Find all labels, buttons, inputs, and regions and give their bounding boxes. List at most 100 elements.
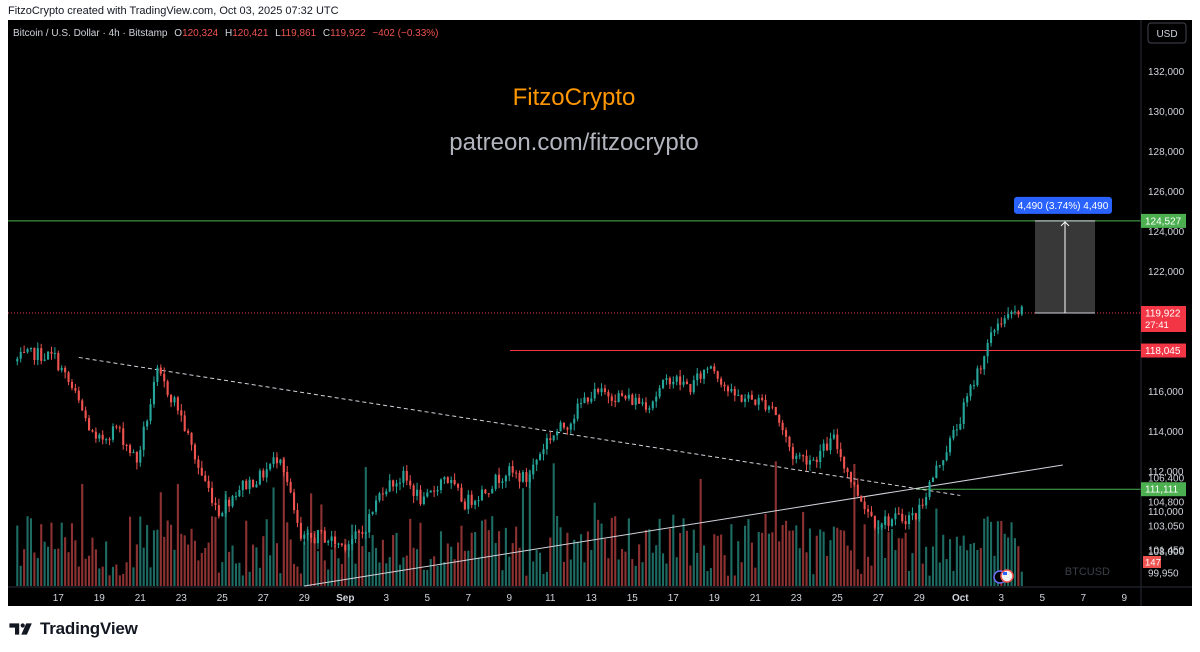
volume-bar — [535, 549, 538, 586]
volume-bar — [549, 537, 552, 586]
volume-bar — [781, 524, 784, 586]
volume-bar — [955, 536, 958, 586]
volume-bar — [603, 538, 607, 586]
price-axis-label: 104,800 — [1148, 498, 1185, 509]
volume-bar — [849, 550, 853, 586]
candle-body — [286, 472, 289, 482]
volume-bar — [81, 484, 84, 586]
candle-body — [204, 475, 207, 481]
price-axis-label: 116,000 — [1148, 387, 1184, 398]
price-axis-label: 124,000 — [1148, 227, 1185, 238]
currency-selector[interactable]: USD — [1147, 22, 1187, 44]
volume-bar — [340, 563, 343, 586]
volume-bar — [610, 517, 613, 586]
volume-bar — [860, 573, 863, 586]
time-axis[interactable]: 17 19 21 23 25 27 29 Sep 3 5 7 9 11 13 15 17 19 21 23 25 27 2… — [53, 593, 1128, 604]
volume-bar — [819, 529, 822, 586]
candle-body — [115, 426, 118, 428]
us-flag-canton — [1003, 572, 1007, 575]
candle-body — [1000, 323, 1003, 325]
candle-body — [884, 516, 887, 525]
volume-bar — [176, 484, 179, 586]
support-trendline[interactable] — [304, 464, 1063, 587]
candle-body — [552, 435, 555, 441]
event-flag-icon[interactable] — [993, 569, 1014, 584]
volume-bar — [1003, 533, 1006, 586]
volume-bar — [16, 525, 19, 586]
candle-body — [798, 455, 801, 457]
volume-bar — [351, 524, 354, 586]
candle-body — [508, 466, 511, 476]
candle-body — [146, 420, 149, 427]
volume-bar — [111, 566, 115, 586]
time-axis-label: 23 — [791, 593, 803, 604]
volume-bar — [631, 559, 634, 586]
volume-bar — [118, 575, 121, 586]
volume-bar — [303, 541, 306, 586]
candle-body — [190, 432, 193, 445]
candle-body — [234, 496, 238, 498]
volume-bar — [487, 530, 490, 586]
volume-bar — [122, 573, 125, 586]
candle-body — [737, 394, 740, 396]
volume-bar — [412, 547, 415, 586]
candle-body — [573, 418, 576, 424]
candle-body — [1017, 311, 1020, 315]
volume-bar — [115, 564, 118, 586]
volume-bar — [822, 531, 825, 586]
candle-body — [299, 522, 302, 539]
candle-body — [456, 484, 460, 488]
volume-bar — [583, 562, 586, 586]
price-axis-label: 101,450 — [1148, 546, 1185, 557]
tradingview-logo[interactable]: TradingView — [9, 619, 138, 639]
candle-body — [474, 500, 477, 505]
candle-body — [675, 376, 678, 382]
watermark-url: patreon.com/fitzocrypto — [449, 129, 698, 156]
candle-body — [754, 399, 757, 405]
candle-body — [764, 399, 767, 410]
candle-body — [258, 470, 261, 485]
volume-bar — [740, 562, 743, 586]
dashed-trendline[interactable] — [78, 356, 961, 496]
candle-body — [125, 444, 128, 446]
volume-bar — [282, 457, 285, 586]
volume-bar — [1020, 571, 1023, 586]
candle-body — [969, 385, 972, 397]
candle-body — [443, 477, 446, 480]
candle-body — [40, 348, 43, 361]
candle-body — [655, 396, 658, 402]
candle-body — [135, 451, 138, 463]
measure-tool[interactable]: 4,490 (3.74%) 4,490 — [1014, 196, 1112, 314]
volume-bar — [251, 544, 255, 586]
candle-body — [306, 533, 309, 535]
candle-body — [487, 493, 490, 495]
volume-bar — [702, 545, 706, 586]
candle-body — [477, 500, 480, 502]
last-price-countdown: 27:41 — [1145, 320, 1169, 331]
volume-bar — [802, 511, 805, 586]
volume-bar — [443, 561, 446, 586]
currency-box[interactable] — [1147, 22, 1187, 44]
candle-body — [542, 449, 545, 455]
volume-bar — [624, 551, 627, 586]
candle-body — [351, 539, 354, 545]
candle-body — [453, 479, 456, 485]
us-flag-icon[interactable] — [1000, 569, 1014, 583]
volume-bar — [368, 552, 371, 586]
volume-bar — [528, 470, 531, 586]
currency-label[interactable]: USD — [1156, 29, 1177, 40]
candle-body — [98, 434, 101, 439]
chart-panel[interactable]: 4,490 (3.74%) 4,490 FitzoCrypto patreon.… — [8, 20, 1192, 606]
candle-body — [262, 470, 265, 478]
candlestick-chart[interactable]: 4,490 (3.74%) 4,490 FitzoCrypto patreon.… — [8, 20, 1192, 606]
candle-body — [340, 543, 343, 546]
volume-bar — [556, 516, 559, 586]
candle-body — [395, 483, 398, 487]
candle-body — [282, 459, 285, 473]
candle-body — [166, 381, 169, 395]
candle-body — [802, 455, 805, 457]
candle-body — [535, 459, 538, 465]
volume-bar — [672, 514, 675, 586]
volume-bar — [648, 529, 651, 586]
volume-bar — [433, 556, 436, 586]
